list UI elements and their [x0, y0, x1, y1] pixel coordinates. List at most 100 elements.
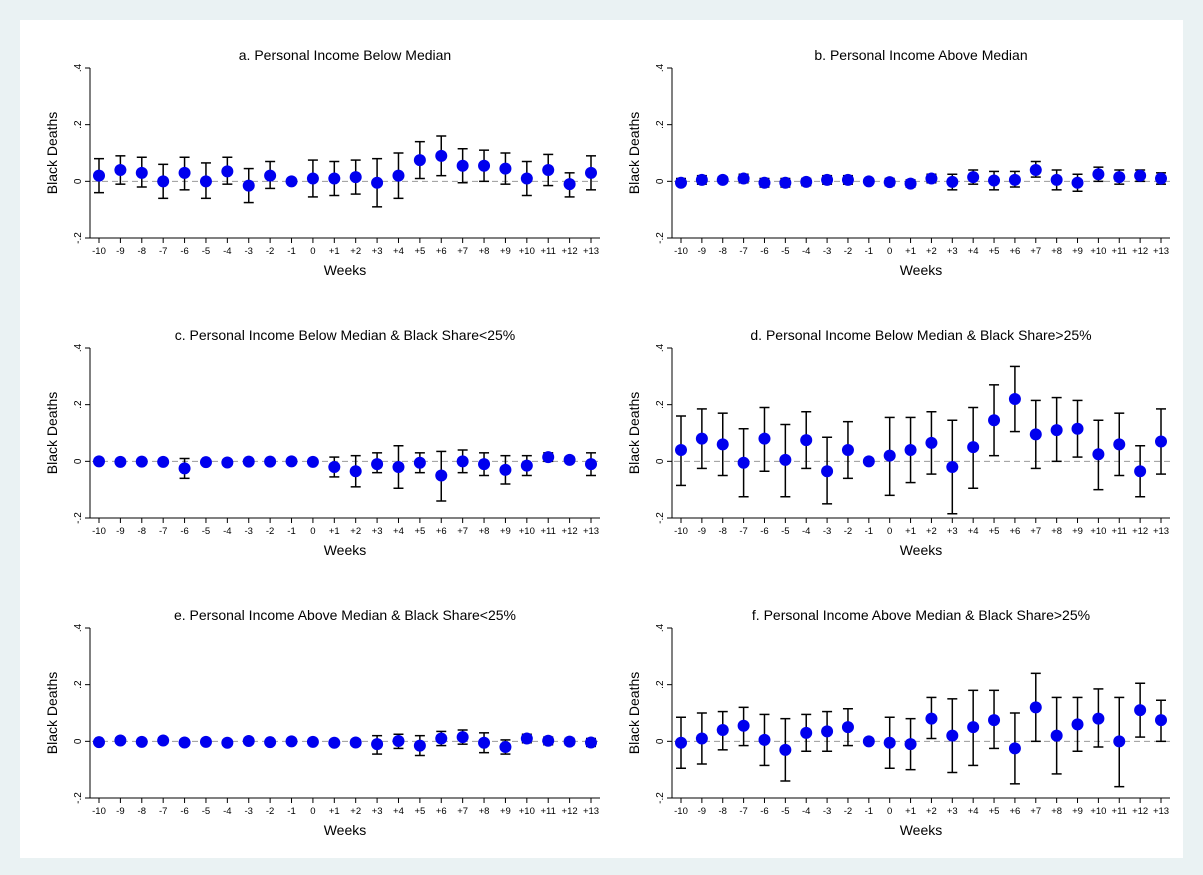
x-tick-label: -2: [266, 526, 274, 537]
x-tick-label: -5: [781, 806, 789, 817]
x-tick-label: -9: [116, 806, 124, 817]
panel-title: a. Personal Income Below Median: [239, 47, 451, 63]
data-point: [737, 719, 750, 732]
data-point: [563, 178, 576, 191]
y-tick-label: .2: [73, 680, 84, 689]
panel-title: d. Personal Income Below Median & Black …: [750, 327, 1091, 343]
x-tick-label: +5: [414, 246, 425, 257]
x-tick-label: +12: [562, 246, 578, 257]
x-tick-label: -3: [823, 806, 831, 817]
data-point: [695, 173, 708, 186]
data-point: [1071, 718, 1084, 731]
x-tick-label: -7: [159, 246, 167, 257]
data-point: [520, 732, 533, 745]
data-point: [563, 735, 576, 748]
y-tick-label: -.2: [73, 792, 84, 804]
x-tick-label: -3: [823, 526, 831, 537]
data-point: [135, 455, 148, 468]
data-point: [758, 176, 771, 189]
x-tick-label: -1: [287, 246, 295, 257]
x-tick-label: -6: [760, 526, 768, 537]
data-point: [737, 172, 750, 185]
x-tick-label: -4: [802, 806, 810, 817]
x-tick-label: +7: [457, 806, 468, 817]
x-axis-label: Weeks: [324, 822, 367, 838]
x-tick-label: -1: [865, 526, 873, 537]
x-tick-label: +13: [1153, 526, 1169, 537]
y-axis-label: Black Deaths: [44, 672, 60, 754]
x-tick-label: +1: [329, 526, 340, 537]
data-point: [695, 732, 708, 745]
x-tick-label: +1: [905, 806, 916, 817]
x-tick-label: +6: [1009, 526, 1020, 537]
data-point: [1134, 465, 1147, 478]
x-tick-label: 0: [310, 246, 315, 257]
x-tick-label: -8: [138, 246, 146, 257]
x-tick-label: -10: [92, 806, 106, 817]
data-point: [1134, 169, 1147, 182]
x-tick-label: -9: [698, 806, 706, 817]
data-point: [695, 432, 708, 445]
x-tick-label: +12: [1132, 526, 1148, 537]
data-point: [1071, 176, 1084, 189]
x-tick-label: -7: [739, 806, 747, 817]
x-tick-label: +11: [1112, 806, 1127, 817]
y-tick-label: 0: [655, 178, 666, 184]
y-axis-label: Black Deaths: [626, 672, 642, 754]
data-point: [264, 736, 277, 749]
y-axis-label: Black Deaths: [626, 112, 642, 194]
x-tick-label: -7: [159, 806, 167, 817]
data-point: [413, 154, 426, 167]
x-tick-label: -8: [719, 246, 727, 257]
x-tick-label: +10: [1090, 806, 1106, 817]
x-tick-label: +12: [562, 526, 578, 537]
data-point: [946, 175, 959, 188]
x-tick-label: -2: [266, 246, 274, 257]
data-point: [1092, 712, 1105, 725]
data-point: [883, 176, 896, 189]
data-point: [456, 455, 469, 468]
data-point: [988, 714, 1001, 727]
data-point: [675, 736, 687, 749]
data-point: [904, 738, 917, 751]
data-point: [135, 166, 148, 179]
x-tick-label: -5: [202, 246, 210, 257]
x-tick-label: +6: [436, 526, 447, 537]
x-tick-label: +8: [1051, 806, 1062, 817]
x-tick-label: -1: [865, 806, 873, 817]
x-tick-label: +10: [519, 246, 535, 257]
data-point: [242, 455, 255, 468]
x-tick-label: -4: [802, 246, 810, 257]
x-tick-label: 0: [310, 806, 315, 817]
data-point: [435, 469, 448, 482]
axes: .4.20-.2-10 -9 -8 -7 -6 -5 -4 -3 -2 -1 0 +1 +2 +3 +4 +5…: [655, 623, 1170, 817]
x-tick-label: +1: [329, 806, 340, 817]
data-point: [779, 176, 792, 189]
y-axis-label: Black Deaths: [44, 392, 60, 474]
x-tick-label: -4: [223, 526, 231, 537]
panel-title: b. Personal Income Above Median: [814, 47, 1027, 63]
data-point: [221, 165, 234, 178]
x-tick-label: +4: [968, 806, 979, 817]
data-point: [1092, 448, 1105, 461]
data-point: [821, 173, 834, 186]
data-point: [371, 176, 384, 189]
data-point: [1134, 704, 1147, 717]
data-point: [242, 179, 255, 192]
data-point: [478, 736, 491, 749]
marks: [675, 160, 1167, 192]
y-tick-label: .4: [655, 343, 666, 352]
x-tick-label: -10: [674, 246, 688, 257]
y-tick-label: .2: [655, 680, 666, 689]
data-point: [349, 465, 362, 478]
x-tick-label: -4: [223, 806, 231, 817]
data-point: [285, 735, 298, 748]
data-point: [1071, 422, 1084, 435]
data-point: [413, 456, 426, 469]
data-point: [904, 444, 917, 456]
x-tick-label: +2: [350, 246, 361, 257]
x-tick-label: -4: [223, 246, 231, 257]
x-tick-label: +3: [947, 246, 958, 257]
data-point: [1113, 438, 1126, 451]
y-tick-label: .4: [73, 343, 84, 352]
